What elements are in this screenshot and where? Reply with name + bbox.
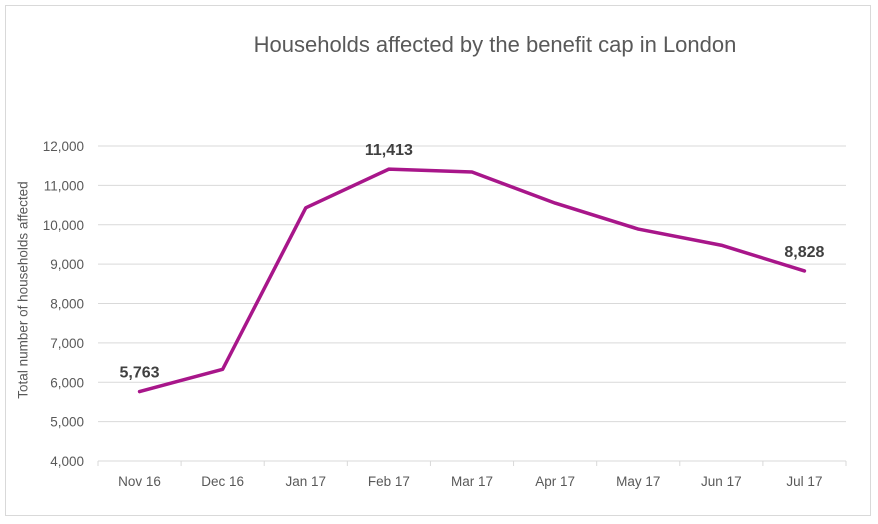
data-point [719, 243, 723, 247]
x-tick-label: Apr 17 [535, 474, 575, 489]
data-point [802, 269, 806, 273]
data-point [221, 367, 225, 371]
y-tick-label: 7,000 [50, 336, 84, 351]
data-point [470, 170, 474, 174]
y-tick-label: 12,000 [43, 139, 84, 154]
x-tick-label: Jan 17 [286, 474, 327, 489]
data-point [304, 206, 308, 210]
x-tick-label: Jul 17 [786, 474, 822, 489]
series-line [137, 167, 807, 394]
y-tick-label: 8,000 [50, 297, 84, 312]
x-tick-label: Nov 16 [118, 474, 161, 489]
x-tick-label: Jun 17 [701, 474, 742, 489]
y-tick-label: 10,000 [43, 218, 84, 233]
data-label: 11,413 [365, 142, 413, 159]
y-tick-label: 5,000 [50, 415, 84, 430]
x-tick-label: Mar 17 [451, 474, 493, 489]
data-point [553, 201, 557, 205]
x-tick-label: Dec 16 [201, 474, 244, 489]
data-label: 5,763 [120, 365, 160, 382]
y-tick-label: 9,000 [50, 257, 84, 272]
x-tick-label: May 17 [616, 474, 660, 489]
chart-frame [5, 5, 871, 516]
y-tick-label: 6,000 [50, 375, 84, 390]
data-point [138, 390, 142, 394]
y-tick-label: 4,000 [50, 454, 84, 469]
chart-title: Households affected by the benefit cap i… [253, 32, 737, 57]
data-label: 8,828 [784, 244, 824, 261]
x-tick-label: Feb 17 [368, 474, 410, 489]
data-point [636, 227, 640, 231]
y-tick-label: 11,000 [44, 178, 84, 193]
data-point [387, 167, 391, 171]
